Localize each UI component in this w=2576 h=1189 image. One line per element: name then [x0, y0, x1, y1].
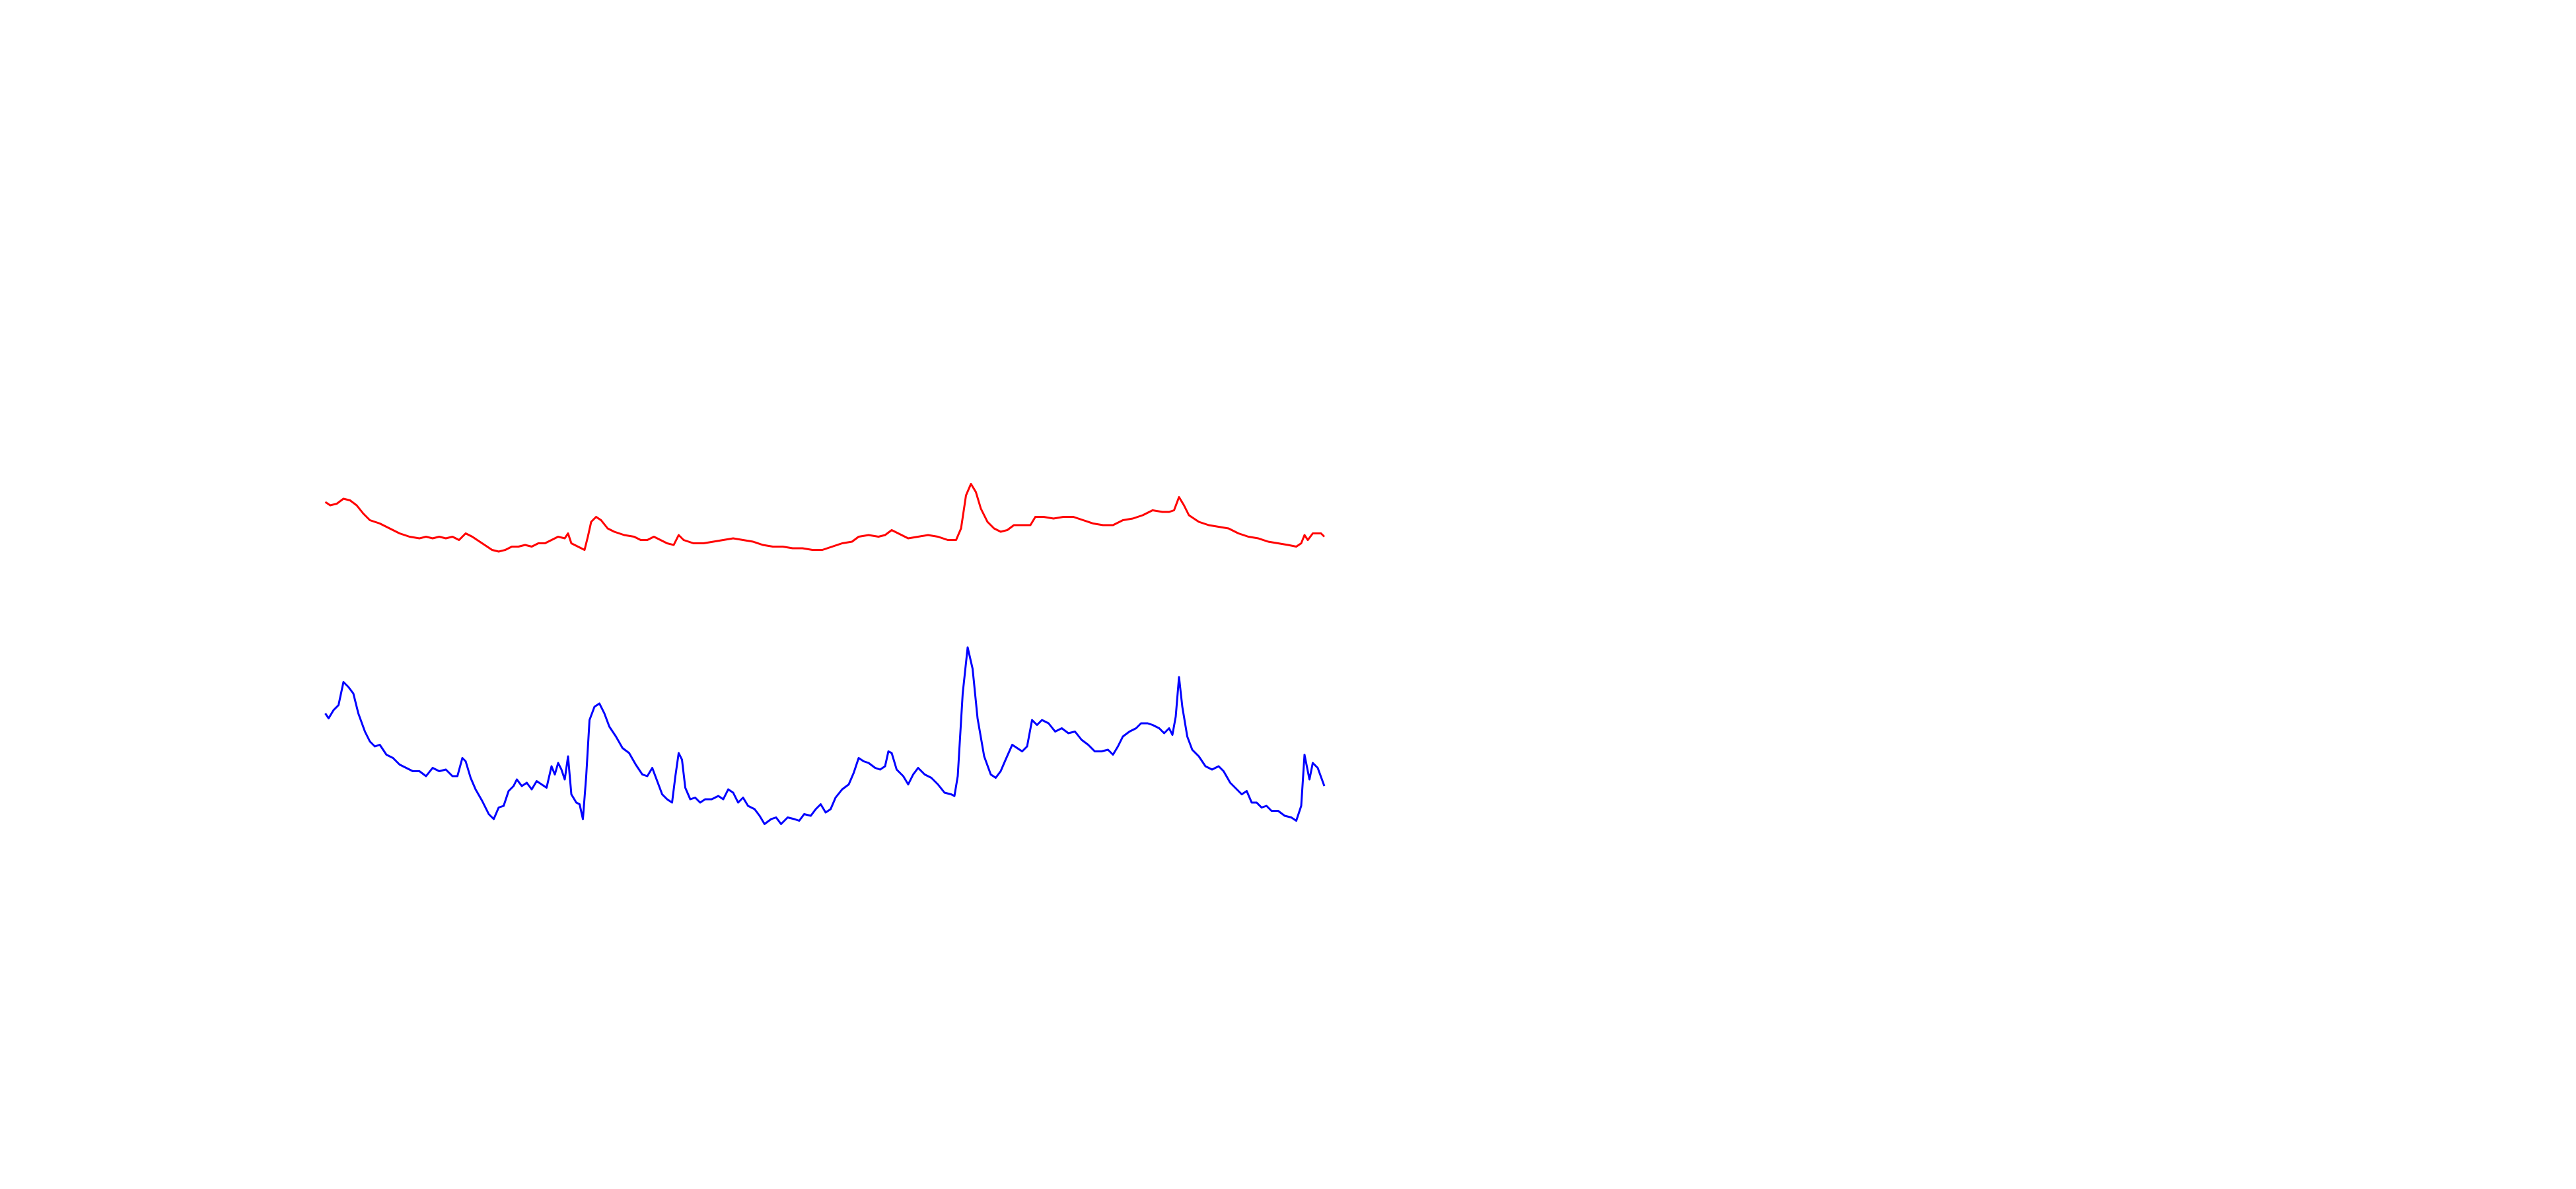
line	[324, 646, 1326, 825]
line	[324, 483, 1326, 553]
